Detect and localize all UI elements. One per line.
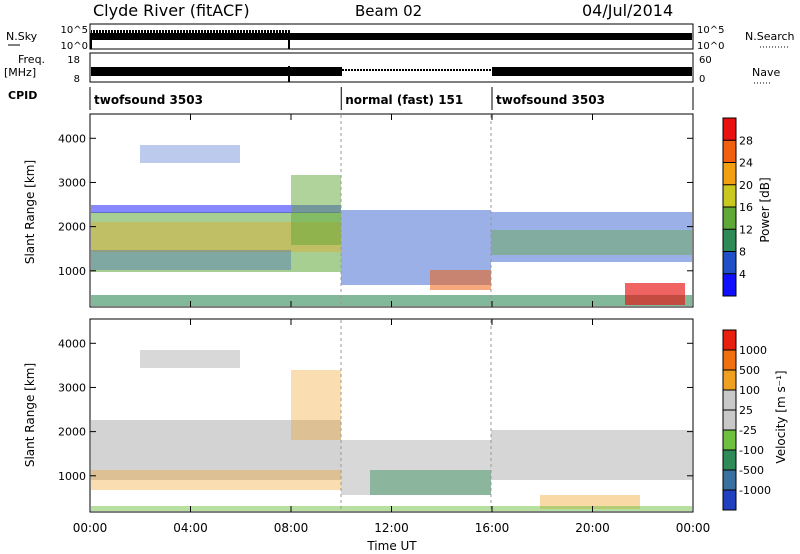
colorbar-swatch bbox=[723, 184, 736, 208]
colorbar-tick-label: 24 bbox=[739, 157, 753, 170]
y-tick-label: 4000 bbox=[58, 132, 86, 145]
colorbar-tick-label: 100 bbox=[739, 384, 760, 397]
y-tick-label: 1000 bbox=[58, 470, 86, 483]
y-tick-label: 2000 bbox=[58, 221, 86, 234]
colorbar-tick-label: 8 bbox=[739, 246, 746, 259]
colorbar-tick-label: 1000 bbox=[739, 344, 767, 357]
colorbar-swatch bbox=[723, 450, 736, 471]
x-tick-label: 08:00 bbox=[274, 521, 309, 535]
date-title: 04/Jul/2014 bbox=[582, 1, 673, 20]
noise-panel: N.Sky 10^5 10^0 10^5 10^0 N.Search bbox=[6, 23, 795, 52]
nsearch-tick-bottom: 10^0 bbox=[697, 41, 724, 52]
colorbar-tick-label: 4 bbox=[739, 268, 746, 281]
colorbar-tick-label: -1000 bbox=[739, 484, 771, 497]
colorbar-swatch bbox=[723, 490, 736, 511]
power-data-region bbox=[91, 145, 692, 306]
nave-tick-top: 60 bbox=[699, 55, 712, 66]
colorbar-swatch bbox=[723, 390, 736, 411]
colorbar-swatch bbox=[723, 330, 736, 351]
velocity-colorbar-label: Velocity [m s⁻¹] bbox=[774, 370, 788, 463]
colorbar-swatch bbox=[723, 410, 736, 431]
x-tick-label: 04:00 bbox=[173, 521, 208, 535]
colorbar-swatch bbox=[723, 140, 736, 163]
colorbar-tick-label: -100 bbox=[739, 444, 764, 457]
cpid-label: CPID bbox=[8, 89, 37, 102]
nsky-tick-bottom: 10^0 bbox=[61, 41, 88, 52]
colorbar-swatch bbox=[723, 430, 736, 451]
colorbar-swatch bbox=[723, 251, 736, 275]
colorbar-swatch bbox=[723, 370, 736, 391]
power-x-ticks bbox=[89, 114, 694, 307]
x-tick-label: 00:00 bbox=[73, 521, 108, 535]
nsky-tick-top: 10^5 bbox=[61, 25, 88, 36]
nsky-label: N.Sky bbox=[6, 30, 38, 43]
freq-label-line2: [MHz] bbox=[4, 66, 36, 79]
colorbar-swatch bbox=[723, 207, 736, 230]
cpid-segment-label: twofsound 3503 bbox=[496, 93, 605, 107]
frequency-panel: Freq. [MHz] 18 8 60 0 Nave bbox=[4, 52, 780, 85]
x-tick-label: 00:00 bbox=[676, 521, 711, 535]
colorbar-swatch bbox=[723, 229, 736, 252]
colorbar-tick-label: 12 bbox=[739, 223, 753, 236]
colorbar-swatch bbox=[723, 118, 736, 141]
velocity-ylabel: Slant Range [km] bbox=[23, 363, 37, 467]
x-tick-label: 16:00 bbox=[475, 521, 510, 535]
cpid-segment-label: twofsound 3503 bbox=[94, 93, 203, 107]
freq-tick-top: 18 bbox=[67, 55, 80, 66]
y-tick-label: 4000 bbox=[58, 337, 86, 350]
y-tick-label: 1000 bbox=[58, 265, 86, 278]
cpid-strip: twofsound 3503 normal (fast) 151 twofsound… bbox=[89, 87, 694, 110]
power-ylabel: Slant Range [km] bbox=[23, 160, 37, 264]
nave-label: Nave bbox=[752, 66, 780, 79]
y-tick-label: 2000 bbox=[58, 426, 86, 439]
colorbar-swatch bbox=[723, 273, 736, 297]
beam-title: Beam 02 bbox=[355, 2, 422, 20]
cpid-segment-label: normal (fast) 151 bbox=[345, 93, 463, 107]
colorbar-tick-label: -500 bbox=[739, 464, 764, 477]
nsearch-tick-top: 10^5 bbox=[697, 25, 724, 36]
x-axis-label: Time UT bbox=[366, 539, 417, 553]
velocity-y-ticks: 1000 2000 3000 4000 bbox=[58, 337, 693, 483]
colorbar-tick-label: 28 bbox=[739, 134, 753, 147]
power-y-ticks: 1000 2000 3000 4000 bbox=[58, 132, 693, 278]
colorbar-frame bbox=[722, 329, 737, 511]
colorbar-tick-label: 500 bbox=[739, 364, 760, 377]
y-tick-label: 3000 bbox=[58, 381, 86, 394]
freq-label-line1: Freq. bbox=[18, 53, 45, 66]
velocity-colorbar: 1000 500 100 25 -25 -100 -500 -1000 bbox=[722, 329, 771, 511]
freq-tick-bottom: 8 bbox=[74, 74, 80, 85]
y-tick-label: 3000 bbox=[58, 176, 86, 189]
velocity-x-ticks: 00:00 04:00 08:00 12:00 16:00 20:00 00:00 bbox=[73, 319, 711, 535]
colorbar-swatch bbox=[723, 350, 736, 371]
colorbar-tick-label: -25 bbox=[739, 424, 757, 437]
x-tick-label: 20:00 bbox=[575, 521, 610, 535]
colorbar-tick-label: 16 bbox=[739, 201, 753, 214]
colorbar-swatch bbox=[723, 162, 736, 186]
colorbar-swatch bbox=[723, 470, 736, 491]
power-colorbar: 4 8 12 16 20 24 28 bbox=[722, 117, 753, 297]
x-tick-label: 12:00 bbox=[374, 521, 409, 535]
station-title: Clyde River (fitACF) bbox=[93, 1, 250, 20]
colorbar-tick-label: 25 bbox=[739, 404, 753, 417]
power-colorbar-label: Power [dB] bbox=[758, 177, 772, 242]
colorbar-tick-label: 20 bbox=[739, 179, 753, 192]
power-panel: Slant Range [km] 1000 2000 3000 4000 4 8 12 16… bbox=[23, 113, 772, 308]
nave-tick-bottom: 0 bbox=[699, 74, 705, 85]
nsearch-label: N.Search bbox=[745, 30, 795, 43]
